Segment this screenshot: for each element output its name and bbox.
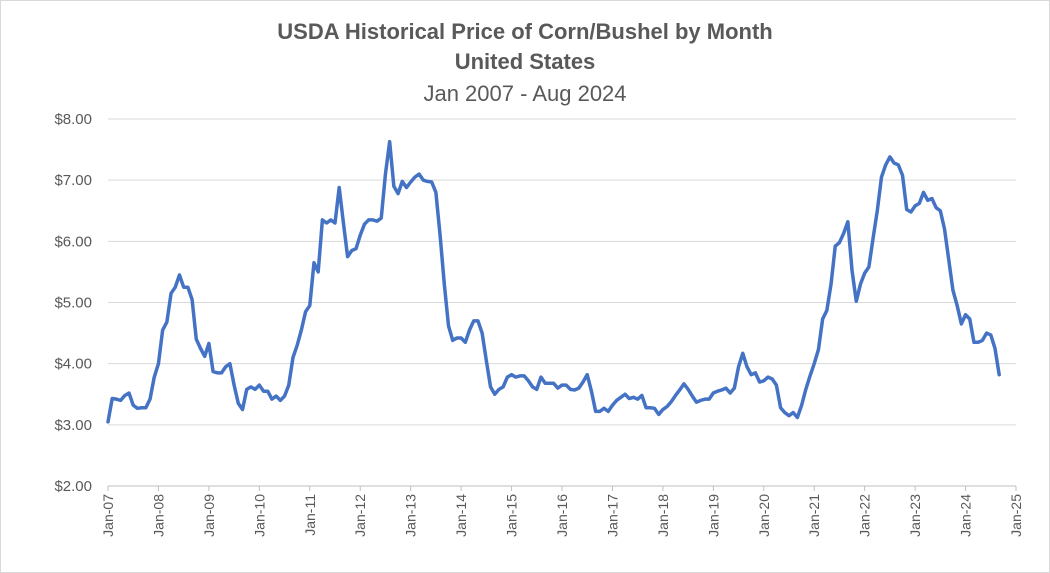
x-tick-label: Jan-13 — [403, 494, 419, 537]
x-tick-label: Jan-08 — [150, 494, 166, 537]
y-axis-ticks: $2.00 $3.00 $4.00 $5.00 $6.00 $7.00 $8.00 — [54, 111, 92, 495]
x-tick-label: Jan-23 — [907, 494, 923, 537]
x-tick-label: Jan-14 — [453, 494, 469, 537]
y-tick-label: $6.00 — [54, 233, 92, 250]
x-tick-label: Jan-07 — [100, 494, 116, 537]
x-tick-label: Jan-15 — [504, 494, 520, 537]
x-tick-label: Jan-18 — [655, 494, 671, 537]
x-tick-label: Jan-22 — [857, 494, 873, 537]
chart-subtitle: United States — [454, 49, 596, 74]
y-tick-label: $7.00 — [54, 172, 92, 189]
chart-date-range: Jan 2007 - Aug 2024 — [423, 81, 627, 106]
x-tick-label: Jan-20 — [756, 494, 772, 537]
x-tick-label: Jan-25 — [1008, 494, 1024, 537]
y-tick-label: $3.00 — [54, 417, 92, 434]
y-tick-label: $8.00 — [54, 111, 92, 128]
x-tick-label: Jan-10 — [251, 494, 267, 537]
x-tick-label: Jan-24 — [958, 494, 974, 537]
gridlines — [108, 118, 1016, 487]
series-line-corn-price — [106, 139, 1001, 424]
y-tick-label: $2.00 — [54, 478, 92, 495]
chart-title: USDA Historical Price of Corn/Bushel by … — [277, 19, 773, 44]
y-tick-label: $4.00 — [54, 356, 92, 373]
x-tick-label: Jan-19 — [705, 494, 721, 537]
x-tick-label: Jan-16 — [554, 494, 570, 537]
x-tick-label: Jan-09 — [201, 494, 217, 537]
x-axis-ticks: Jan-07 Jan-08 Jan-09 Jan-10 Jan-11 Jan-12 Jan-… — [100, 486, 1024, 537]
y-tick-label: $5.00 — [54, 295, 92, 312]
x-tick-label: Jan-11 — [302, 494, 318, 536]
series-group — [106, 139, 1001, 424]
x-tick-label: Jan-17 — [604, 494, 620, 537]
x-tick-label: Jan-12 — [352, 494, 368, 537]
x-tick-label: Jan-21 — [806, 494, 822, 537]
